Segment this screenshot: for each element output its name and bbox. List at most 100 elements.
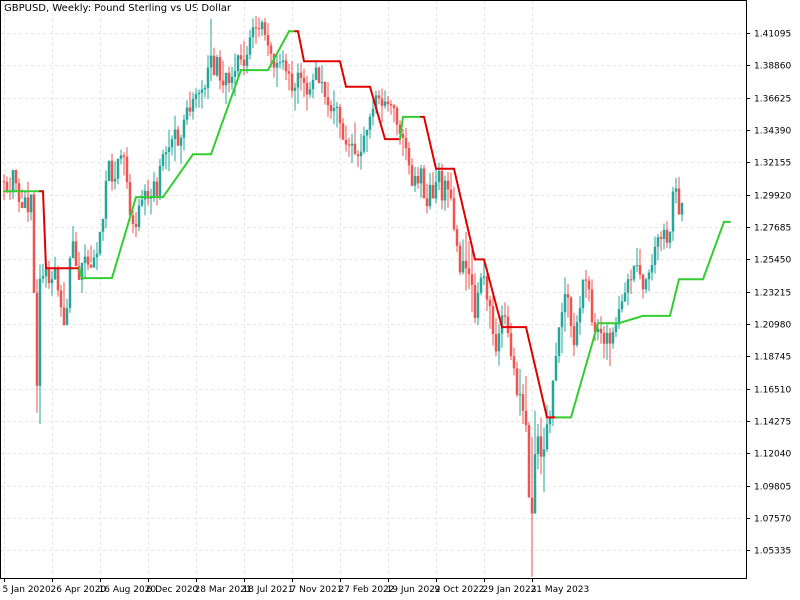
candle-body — [596, 328, 600, 333]
bear-candle — [377, 90, 381, 104]
bear-candle — [599, 316, 603, 344]
bull-candle — [368, 113, 372, 139]
bull-candle — [554, 342, 558, 381]
bear-candle — [515, 361, 519, 398]
trend-line-down-segment — [369, 85, 386, 141]
candle-body — [164, 152, 168, 155]
bear-candle — [59, 285, 63, 317]
candle-body — [92, 257, 96, 268]
bear-candle — [2, 174, 6, 200]
candle-body — [422, 168, 426, 199]
candle-body — [605, 332, 609, 344]
bear-candle — [47, 260, 51, 289]
x-tick-label: 27 Feb 2022 — [339, 585, 395, 595]
candle-body — [77, 266, 81, 280]
bear-candle — [440, 163, 444, 210]
candle-body — [410, 165, 414, 186]
bear-candle — [254, 16, 258, 44]
bear-candle — [407, 141, 411, 175]
candle-body — [434, 182, 438, 199]
candle-body — [461, 260, 465, 273]
plot-frame — [0, 0, 747, 579]
bull-candle — [542, 427, 546, 493]
bull-candle — [182, 114, 186, 151]
candle-body — [284, 60, 288, 72]
bear-candle — [602, 325, 606, 359]
trend-line-up-segment — [669, 278, 680, 317]
candle-body — [224, 72, 228, 86]
candle-body — [86, 256, 90, 265]
bull-candle — [275, 54, 279, 88]
candle-body — [305, 82, 309, 95]
bear-candle — [347, 137, 351, 157]
candle-body — [275, 62, 279, 68]
candle-body — [71, 241, 75, 259]
candle-body — [398, 124, 402, 134]
candle-body — [560, 312, 564, 328]
bull-candle — [518, 369, 522, 416]
trend-line-down-segment — [42, 190, 47, 270]
candle-body — [263, 22, 267, 35]
candle-body — [584, 279, 588, 281]
bull-candle — [632, 265, 636, 283]
trend-line-up-segment — [111, 196, 137, 280]
bear-candle — [491, 295, 495, 346]
candle-body — [110, 160, 114, 182]
bull-candle — [251, 18, 255, 49]
bear-candle — [452, 186, 456, 232]
candle-body — [113, 178, 117, 182]
bull-candle — [668, 231, 672, 249]
candle-body — [566, 294, 570, 298]
bull-candle — [230, 66, 234, 90]
candle-body — [431, 184, 435, 199]
trend-line-up-segment — [702, 220, 725, 281]
candle-body — [320, 81, 324, 84]
candle-body — [614, 324, 618, 333]
candle-body — [572, 326, 576, 346]
bull-candle — [260, 19, 264, 37]
candle-body — [74, 241, 78, 267]
bull-candle — [209, 18, 213, 82]
bear-candle — [155, 176, 159, 206]
bull-candle — [563, 277, 567, 332]
trend-line-down-segment — [339, 60, 347, 88]
y-tick-label: 1.34390 — [754, 127, 791, 137]
x-tick-label: 21 May 2023 — [531, 585, 590, 595]
bull-candle — [140, 190, 144, 208]
bear-candle — [485, 268, 489, 312]
candle-body — [551, 380, 555, 418]
bear-candle — [422, 164, 426, 199]
bear-candle — [506, 305, 510, 338]
bear-candle — [35, 279, 39, 413]
candle-body — [206, 67, 210, 88]
bull-candle — [143, 184, 147, 216]
candle-body — [191, 98, 195, 112]
bull-candle — [482, 260, 486, 286]
candle-body — [182, 119, 186, 138]
x-tick-label: 19 Jun 2022 — [387, 585, 441, 595]
bull-candle — [680, 202, 684, 222]
candle-body — [14, 169, 18, 184]
bear-candle — [266, 22, 270, 57]
bull-candle — [644, 277, 648, 294]
candle-body — [314, 67, 318, 80]
candle-body — [47, 268, 51, 283]
candle-body — [659, 237, 663, 239]
candle-body — [185, 107, 189, 120]
candle-body — [209, 55, 213, 68]
candle-body — [473, 285, 477, 318]
bull-candle — [578, 296, 582, 335]
bear-candle — [14, 169, 18, 192]
candle-body — [215, 57, 219, 76]
bull-candle — [623, 282, 627, 303]
bull-candle — [362, 126, 366, 155]
candle-body — [44, 268, 48, 277]
candle-body — [20, 201, 24, 209]
bear-candle — [176, 125, 180, 146]
candle-body — [533, 454, 537, 514]
bear-candle — [539, 417, 543, 475]
candle-body — [197, 92, 201, 95]
candle-body — [167, 147, 171, 153]
bull-candle — [197, 89, 201, 108]
